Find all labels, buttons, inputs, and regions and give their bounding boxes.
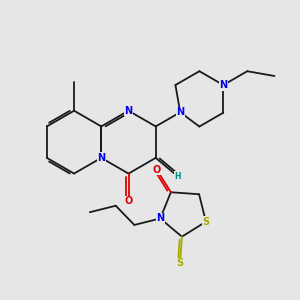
Text: O: O xyxy=(153,165,161,175)
Text: N: N xyxy=(176,107,184,117)
Text: N: N xyxy=(156,214,164,224)
Text: N: N xyxy=(124,106,133,116)
Text: H: H xyxy=(174,172,181,181)
Text: N: N xyxy=(97,153,105,163)
Text: N: N xyxy=(219,80,227,90)
Text: O: O xyxy=(124,196,133,206)
Text: H: H xyxy=(174,172,181,181)
Text: S: S xyxy=(202,217,209,227)
Text: S: S xyxy=(176,258,184,268)
